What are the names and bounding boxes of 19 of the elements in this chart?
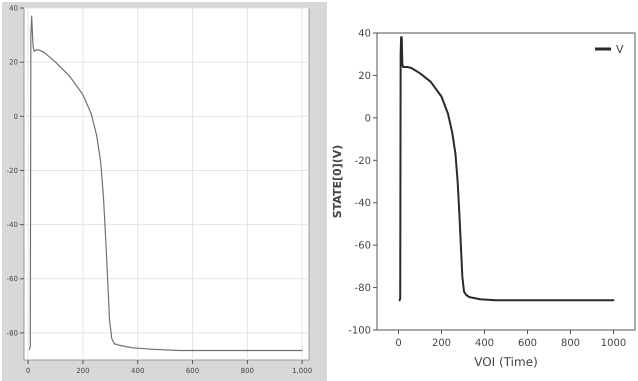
x-axis-title: VOI (Time) [474,355,538,369]
x-tick-label: 200 [432,338,452,349]
y-tick-label: 40 [358,28,371,40]
x-tick-label: 0 [395,338,402,349]
line-series [28,16,303,352]
y-tick-label: -40 [354,198,371,210]
legend-label: V [616,42,624,56]
x-tick-label: 400 [474,338,494,349]
line-series [398,36,614,302]
y-axis-title: STATE[0](V) [331,144,344,218]
x-tick-label: 1000 [600,338,626,349]
x-tick-label: 600 [518,338,538,349]
y-tick-label: -80 [354,283,371,294]
y-tick-label: -20 [354,156,371,167]
y-tick-label: -60 [354,240,371,252]
y-tick-label: 20 [358,70,371,82]
x-tick-label: 800 [560,338,580,349]
y-tick-label: -100 [348,326,371,336]
y-tick-label: 0 [364,113,371,124]
